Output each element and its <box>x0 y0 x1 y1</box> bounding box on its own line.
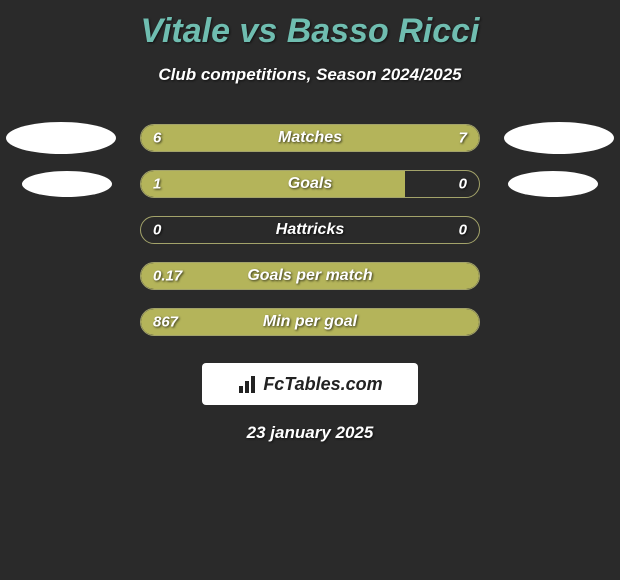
stat-bar: 0 0 Hattricks <box>140 216 480 244</box>
stat-bar: 0.17 Goals per match <box>140 262 480 290</box>
stat-row: 6 7 Matches <box>0 115 620 161</box>
stat-bar: 867 Min per goal <box>140 308 480 336</box>
stat-label: Matches <box>278 129 342 147</box>
player-left-ellipse <box>6 122 116 154</box>
stat-bar: 1 0 Goals <box>140 170 480 198</box>
stat-value-left: 0.17 <box>153 268 182 285</box>
stat-row: 0.17 Goals per match <box>0 253 620 299</box>
stat-row: 0 0 Hattricks <box>0 207 620 253</box>
stat-value-left: 0 <box>153 222 161 239</box>
player-right-ellipse <box>504 122 614 154</box>
stat-value-right: 7 <box>459 130 467 147</box>
stat-label: Goals <box>288 175 332 193</box>
stat-label: Goals per match <box>247 267 372 285</box>
stat-label: Hattricks <box>276 221 344 239</box>
stat-label: Min per goal <box>263 313 357 331</box>
logo-text: FcTables.com <box>263 374 382 395</box>
stat-row: 867 Min per goal <box>0 299 620 345</box>
subtitle: Club competitions, Season 2024/2025 <box>0 65 620 85</box>
bar-left-fill <box>141 171 405 197</box>
stat-value-left: 6 <box>153 130 161 147</box>
stat-row: 1 0 Goals <box>0 161 620 207</box>
fctables-logo[interactable]: FcTables.com <box>202 363 418 405</box>
stat-value-right: 0 <box>459 176 467 193</box>
player-left-ellipse <box>22 171 112 197</box>
date-label: 23 january 2025 <box>0 423 620 443</box>
bar-chart-icon <box>237 375 259 393</box>
stat-value-left: 867 <box>153 314 178 331</box>
stat-value-left: 1 <box>153 176 161 193</box>
bar-left-fill <box>141 125 296 151</box>
player-right-ellipse <box>508 171 598 197</box>
page-title: Vitale vs Basso Ricci <box>0 0 620 51</box>
stats-container: 6 7 Matches 1 0 Goals 0 0 Hattricks 0.17 Goals per… <box>0 115 620 345</box>
stat-value-right: 0 <box>459 222 467 239</box>
stat-bar: 6 7 Matches <box>140 124 480 152</box>
